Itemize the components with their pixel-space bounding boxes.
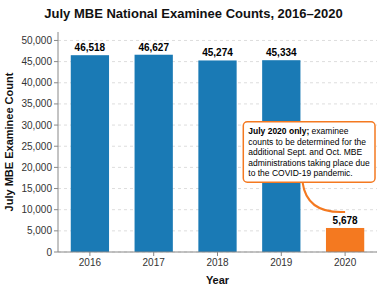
y-tick-label: 30,000 (21, 120, 52, 131)
y-tick (54, 252, 58, 253)
y-tick-label: 40,000 (21, 77, 52, 88)
x-tick-label: 2017 (143, 257, 166, 268)
x-tick (153, 252, 154, 256)
value-label: 46,518 (75, 42, 106, 53)
bar (198, 60, 236, 252)
y-tick (54, 188, 58, 189)
x-tick-label: 2016 (79, 257, 102, 268)
y-axis (58, 32, 59, 252)
annotation-line: to the COVID-19 pandemic. (248, 168, 352, 178)
y-tick-label: 5,000 (27, 225, 52, 236)
x-tick (281, 252, 282, 256)
grid (58, 40, 377, 252)
y-tick-label: 25,000 (21, 141, 52, 152)
value-label: 5,678 (333, 215, 358, 226)
x-label: Year (206, 274, 230, 286)
y-tick-label: 45,000 (21, 56, 52, 67)
y-tick-label: 35,000 (21, 98, 52, 109)
annotation-arrow (303, 182, 346, 212)
annotation-line: additional Sept. and Oct. MBE (248, 147, 362, 157)
annotation-line: examinee (309, 126, 348, 136)
x-tick-label: 2020 (334, 257, 357, 268)
y-label: July MBE Examinee Count (3, 72, 15, 211)
x-tick (89, 252, 90, 256)
value-label: 45,274 (202, 47, 233, 58)
annotation-text: July 2020 only; examineecounts to be det… (248, 126, 370, 178)
y-tick (54, 40, 58, 41)
annotation-bold: July 2020 only; (248, 126, 309, 136)
y-tick (54, 209, 58, 210)
y-tick-label: 20,000 (21, 162, 52, 173)
y-tick (54, 125, 58, 126)
y-tick (54, 82, 58, 83)
bar (326, 228, 364, 252)
bar (135, 55, 173, 252)
annotation-line: administrations taking place due (248, 158, 370, 168)
y-tick-label: 15,000 (21, 183, 52, 194)
y-tick-label: 10,000 (21, 204, 52, 215)
bar (71, 55, 109, 252)
y-tick (54, 230, 58, 231)
y-tick-label: 0 (46, 247, 52, 258)
grid-line (58, 40, 377, 41)
annotation-line: counts to be determined for the (248, 137, 366, 147)
title: July MBE National Examinee Counts, 2016–… (44, 6, 342, 21)
y-tick-label: 50,000 (21, 35, 52, 46)
x-tick (345, 252, 346, 256)
annotation: July 2020 only; examineecounts to be det… (243, 122, 375, 212)
y-tick (54, 103, 58, 104)
y-tick (54, 61, 58, 62)
bars (71, 55, 364, 252)
value-label: 45,334 (266, 47, 297, 58)
chart: 0 5,000 10,000 15,000 20,000 25,000 30,000 35,0… (0, 0, 387, 300)
value-label: 46,627 (138, 42, 169, 53)
x-tick (217, 252, 218, 256)
x-tick-label: 2018 (206, 257, 229, 268)
y-tick (54, 167, 58, 168)
y-tick (54, 146, 58, 147)
annotation-box (243, 122, 375, 183)
x-tick-label: 2019 (270, 257, 293, 268)
